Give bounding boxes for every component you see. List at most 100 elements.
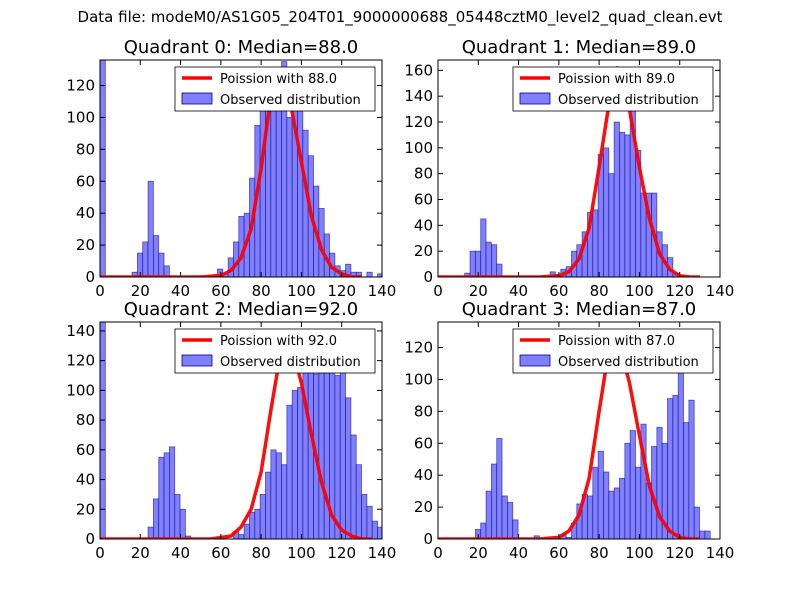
subplot-title: Quadrant 2: Median=92.0	[124, 299, 359, 320]
x-tick-label: 100	[625, 544, 654, 562]
histogram-bar	[366, 505, 373, 539]
histogram-bar	[254, 508, 261, 539]
x-tick-label: 100	[625, 282, 654, 300]
y-tick-label: 40	[76, 204, 95, 222]
y-tick-label: 80	[76, 411, 95, 429]
x-tick-label: 100	[287, 544, 316, 562]
histogram-bar	[270, 449, 277, 539]
y-tick-label: 0	[423, 268, 433, 286]
histogram-bar	[496, 263, 503, 277]
y-tick-label: 60	[76, 172, 95, 190]
histogram-bar	[624, 442, 631, 539]
histogram-bar	[297, 94, 304, 277]
histogram-bar	[490, 463, 498, 539]
x-tick-label: 120	[665, 544, 694, 562]
histogram-bar	[640, 423, 647, 539]
y-tick-label: 80	[414, 165, 433, 183]
y-tick-label: 100	[404, 370, 433, 388]
legend-line-label: Poission with 87.0	[558, 334, 675, 349]
histogram-bar	[275, 452, 282, 539]
histogram-bar	[619, 477, 626, 539]
histogram-bar	[592, 209, 599, 277]
histogram-bar	[688, 399, 695, 539]
histogram-bar	[469, 250, 476, 277]
y-tick-label: 120	[66, 77, 95, 95]
histogram-bar	[480, 218, 487, 277]
y-tick-label: 60	[76, 441, 95, 459]
x-tick-label: 140	[706, 282, 735, 300]
y-tick-label: 160	[404, 61, 433, 79]
histogram-bar	[506, 501, 514, 539]
y-tick-label: 140	[66, 322, 95, 340]
y-tick-label: 120	[404, 113, 433, 131]
subplot-title: Quadrant 1: Median=89.0	[462, 37, 697, 58]
histogram-bar	[603, 471, 610, 539]
histogram-bar	[142, 241, 149, 277]
histogram-bar	[624, 134, 631, 277]
x-tick-label: 140	[706, 544, 735, 562]
y-tick-label: 120	[404, 339, 433, 357]
legend: Poission with 87.0 Observed distribution	[512, 328, 714, 374]
x-tick-label: 0	[95, 544, 105, 562]
histogram-bar	[158, 456, 165, 539]
subplot-quadrant-0: Quadrant 0: Median=88.0 0 20 40 60 80 100 120 14…	[66, 37, 396, 300]
y-tick-label: 100	[404, 139, 433, 157]
legend-bar-swatch	[181, 92, 213, 105]
legend-bar-label: Observed distribution	[558, 355, 699, 370]
histogram-bar	[496, 438, 503, 539]
histogram-bar	[174, 494, 181, 539]
subplot-quadrant-2: Quadrant 2: Median=92.0 0 20 40 60 80 100 120 14…	[66, 299, 396, 562]
x-tick-label: 80	[252, 544, 271, 562]
histogram-bar	[371, 520, 378, 539]
histogram-bar	[334, 375, 341, 539]
histogram-bar	[677, 363, 684, 539]
legend-bar-swatch	[519, 354, 551, 367]
histogram-bar	[350, 434, 357, 539]
histogram-bar	[291, 389, 298, 539]
y-tick-label: 20	[76, 500, 95, 518]
histogram-bar	[485, 241, 492, 277]
histogram-bar	[366, 271, 373, 277]
histogram-bar	[286, 117, 293, 277]
y-tick-label: 60	[414, 434, 433, 452]
x-tick-label: 40	[509, 282, 528, 300]
y-tick-label: 0	[423, 530, 433, 548]
x-tick-label: 60	[549, 544, 568, 562]
histogram-bar	[152, 498, 160, 539]
histogram-bar	[323, 360, 330, 539]
histogram-bar	[490, 244, 498, 277]
histogram-bar	[672, 394, 679, 539]
subplot-quadrant-1: Quadrant 1: Median=89.0 0 20 40 60 80 100 120 14…	[404, 37, 734, 300]
histogram-bar	[592, 466, 599, 539]
x-tick-label: 20	[469, 282, 488, 300]
y-tick-label: 80	[414, 402, 433, 420]
y-tick-label: 0	[85, 268, 95, 286]
histogram-bar	[512, 519, 519, 539]
histogram-bars	[464, 108, 684, 277]
x-tick-label: 40	[509, 544, 528, 562]
histogram-bar	[345, 397, 352, 539]
legend-line-label: Poission with 88.0	[220, 72, 337, 87]
histogram-bar	[613, 121, 620, 277]
histogram-bar	[243, 523, 250, 539]
histogram-bar	[100, 322, 106, 539]
legend-bar-label: Observed distribution	[220, 93, 361, 108]
histogram-bar	[152, 235, 160, 277]
histogram-bar	[286, 404, 293, 539]
y-tick-label: 0	[85, 530, 95, 548]
histogram-bar	[265, 471, 272, 539]
y-tick-label: 40	[76, 471, 95, 489]
histogram-bars	[100, 322, 382, 539]
legend-bar-label: Observed distribution	[220, 355, 361, 370]
histogram-bar	[259, 85, 266, 277]
histogram-bar	[683, 422, 690, 539]
y-tick-label: 40	[414, 466, 433, 484]
histogram-bar	[480, 522, 487, 539]
x-tick-label: 80	[252, 282, 271, 300]
histogram-bar	[238, 534, 245, 539]
legend-line-label: Poission with 92.0	[220, 334, 337, 349]
histogram-bar	[603, 147, 610, 277]
histogram-bar	[377, 526, 382, 539]
x-tick-label: 120	[327, 544, 356, 562]
